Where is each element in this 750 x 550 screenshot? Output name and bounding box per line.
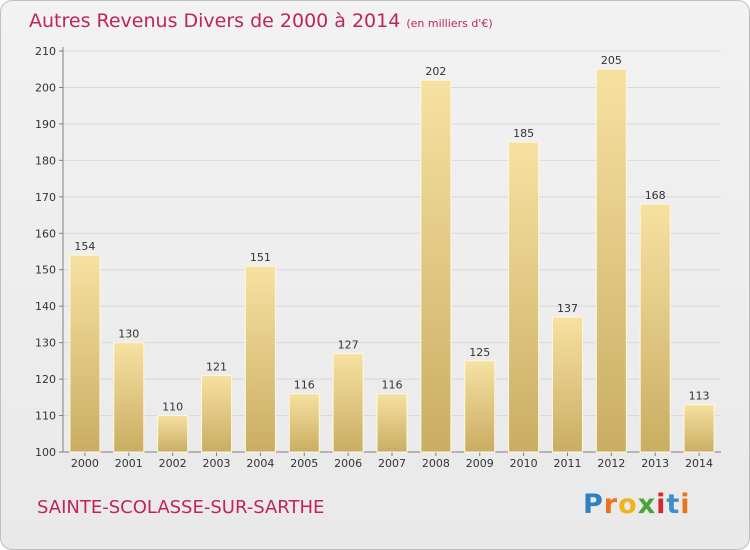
label-layer: 154 130 110 121 151 116 127 116 202 125 185 137 205 1… [74, 54, 709, 413]
x-tick-label: 2002 [159, 457, 187, 470]
commune-name: SAINTE-SCOLASSE-SUR-SARTHE [37, 497, 325, 518]
y-tick-label: 120 [35, 373, 56, 386]
bar-2004 [244, 265, 276, 453]
bar-2009 [464, 360, 496, 453]
bar-2014 [683, 404, 715, 453]
value-label: 202 [425, 65, 446, 78]
x-tick-label: 2004 [246, 457, 274, 470]
bar-layer [69, 68, 715, 453]
value-label: 130 [118, 328, 139, 341]
bar-2001 [113, 342, 145, 453]
x-tick-label: 2008 [422, 457, 450, 470]
value-label: 127 [338, 339, 359, 352]
x-tick-label: 2010 [510, 457, 538, 470]
bar-2002 [157, 415, 189, 453]
value-label: 154 [74, 240, 95, 253]
bar-2005 [288, 393, 320, 453]
y-tick-label: 160 [35, 227, 56, 240]
bar-2008 [420, 79, 452, 453]
y-tick-label: 170 [35, 191, 56, 204]
value-label: 185 [513, 127, 534, 140]
x-tick-label: 2005 [290, 457, 318, 470]
x-tick-label: 2011 [553, 457, 581, 470]
bar-2013 [639, 203, 671, 453]
value-label: 121 [206, 360, 227, 373]
y-tick-label: 150 [35, 264, 56, 277]
bar-2006 [332, 353, 364, 453]
value-label: 116 [294, 379, 315, 392]
proxiti-logo: Proxiti [583, 489, 691, 520]
value-label: 113 [689, 390, 710, 403]
value-label: 137 [557, 302, 578, 315]
value-label: 110 [162, 401, 183, 414]
axis-layer: 100 110 120 130 140 150 160 170 180 190 200 210 2000… [35, 45, 721, 470]
x-tick-label: 2007 [378, 457, 406, 470]
value-label: 116 [382, 379, 403, 392]
y-tick-label: 130 [35, 337, 56, 350]
value-label: 205 [601, 54, 622, 67]
bar-2012 [595, 68, 627, 453]
bar-2000 [69, 254, 101, 453]
y-tick-label: 110 [35, 410, 56, 423]
x-tick-label: 2000 [71, 457, 99, 470]
value-label: 168 [645, 189, 666, 202]
x-tick-label: 2012 [597, 457, 625, 470]
bar-2010 [508, 141, 540, 453]
x-tick-label: 2006 [334, 457, 362, 470]
x-tick-label: 2013 [641, 457, 669, 470]
chart-title-text: Autres Revenus Divers de 2000 à 2014 [29, 10, 401, 32]
bar-2007 [376, 393, 408, 453]
x-tick-label: 2003 [203, 457, 231, 470]
y-tick-label: 190 [35, 118, 56, 131]
y-tick-label: 140 [35, 300, 56, 313]
y-tick-label: 180 [35, 154, 56, 167]
x-tick-label: 2001 [115, 457, 143, 470]
value-label: 151 [250, 251, 271, 264]
x-tick-label: 2014 [685, 457, 713, 470]
y-tick-label: 100 [35, 446, 56, 459]
bar-2003 [201, 374, 233, 453]
chart-title: Autres Revenus Divers de 2000 à 2014 (en … [29, 10, 493, 32]
x-tick-label: 2009 [466, 457, 494, 470]
chart-title-unit: (en milliers d'€) [406, 17, 493, 30]
bar-2011 [551, 316, 583, 453]
value-label: 125 [469, 346, 490, 359]
y-tick-label: 210 [35, 45, 56, 58]
y-tick-label: 200 [35, 81, 56, 94]
